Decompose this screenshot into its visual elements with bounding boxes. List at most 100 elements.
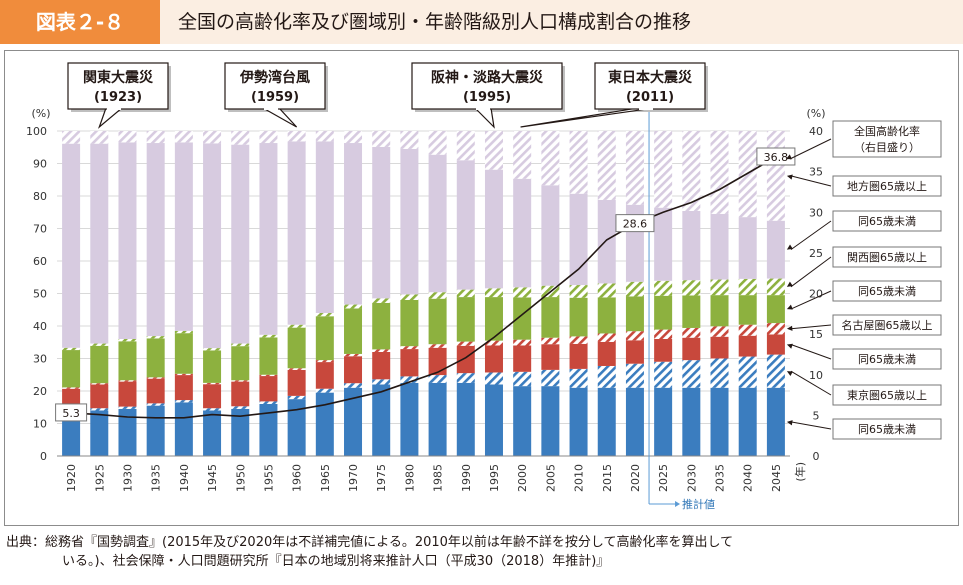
bar-segment: [597, 341, 616, 366]
bar-segment: [400, 382, 419, 456]
legend-label: 名古屋圏65歳以上: [842, 318, 933, 332]
legend-leader-arrowhead: [786, 325, 793, 331]
bar-segment: [315, 141, 334, 313]
projection-label: 推計値: [682, 497, 715, 511]
bar-segment: [682, 295, 701, 328]
legend-label: 同65歳未満: [858, 215, 916, 228]
bar-segment: [203, 408, 222, 411]
bar-segment: [372, 352, 391, 380]
bar-segment: [174, 375, 193, 401]
bars: [62, 131, 785, 456]
bar-segment: [682, 387, 701, 456]
bar-segment: [259, 143, 278, 335]
bar-segment: [174, 131, 193, 143]
bar-segment: [174, 142, 193, 331]
legend-box: [832, 348, 942, 370]
bar-segment: [400, 346, 419, 350]
bar-segment: [90, 131, 109, 144]
legend-box: [832, 246, 942, 268]
bar-segment: [315, 362, 334, 389]
bar-segment: [118, 381, 137, 407]
left-tick-label: 30: [33, 353, 47, 366]
bar-segment: [315, 313, 334, 317]
bar-segment: [231, 381, 250, 407]
bar-segment: [513, 297, 532, 340]
right-tick-label: 25: [809, 247, 823, 260]
bar-segment: [203, 350, 222, 383]
x-tick-label: 1920: [65, 464, 78, 492]
legend-leader-arrowhead: [786, 281, 793, 287]
x-tick-label: 1935: [150, 464, 163, 492]
bar-segment: [513, 371, 532, 387]
bar-segment: [569, 297, 588, 337]
left-tick-label: 40: [33, 320, 47, 333]
bar-segment: [456, 289, 475, 298]
legend-leader-arrowhead: [786, 174, 793, 180]
legend-label: 東京圏65歳以上: [847, 388, 927, 402]
figure-header: 図表２-８ 全国の高齢化率及び圏域別・年齢階級別人口構成割合の推移: [0, 0, 963, 44]
bar-segment: [62, 131, 81, 144]
bar-segment: [146, 403, 165, 406]
bar-segment: [738, 335, 757, 357]
bar-segment: [400, 148, 419, 295]
bar-segment: [344, 383, 363, 388]
bar-segment: [174, 330, 193, 334]
bar-segment: [597, 387, 616, 456]
bar-segment: [287, 324, 306, 328]
x-tick-label: 1980: [403, 464, 416, 492]
bar-segment: [259, 404, 278, 456]
projection-arrowhead: [675, 501, 681, 507]
bar-segment: [90, 384, 109, 409]
bar-segment: [766, 387, 785, 456]
bar-segment: [569, 193, 588, 286]
bar-segment: [625, 340, 644, 364]
bar-segment: [146, 131, 165, 144]
bar-segment: [682, 131, 701, 211]
bar-segment: [597, 365, 616, 388]
callout-year: (2011): [626, 90, 674, 105]
bar-segment: [259, 334, 278, 338]
bar-segment: [90, 345, 109, 384]
bar-segment: [344, 143, 363, 305]
gridlines: [57, 130, 790, 457]
bar-segment: [766, 220, 785, 279]
bar-segment: [287, 368, 306, 370]
bar-segment: [541, 369, 560, 387]
x-tick-label: 1960: [291, 464, 304, 492]
bar-segment: [569, 343, 588, 369]
bar-segment: [654, 207, 673, 281]
bar-segment: [682, 280, 701, 296]
bar-segment: [118, 341, 137, 381]
x-tick-label: 1950: [234, 464, 247, 492]
bar-segment: [654, 329, 673, 339]
bar-segment: [344, 308, 363, 354]
left-tick-label: 100: [26, 125, 47, 138]
legend-leader-arrowhead: [785, 154, 792, 160]
bar-segment: [231, 380, 250, 382]
bar-segment: [259, 337, 278, 375]
callout-tail: [473, 107, 495, 129]
bar-segment: [315, 316, 334, 361]
bar-segment: [90, 343, 109, 346]
legend-leader: [790, 344, 832, 360]
disaster-callout: 阪神・淡路大震災 (1995): [411, 62, 565, 129]
x-tick-label: 2020: [629, 464, 642, 492]
bar-segment: [541, 337, 560, 345]
bar-segment: [315, 392, 334, 456]
disaster-callout: 東日本大震災 (2011): [520, 62, 708, 128]
bar-segment: [203, 382, 222, 385]
bar-segment: [456, 131, 475, 161]
bar-segment: [569, 368, 588, 388]
bar-segment: [428, 347, 447, 376]
bar-segment: [484, 340, 503, 346]
x-tick-label: 2030: [685, 464, 698, 492]
legend-leader: [790, 324, 832, 330]
bar-segment: [344, 353, 363, 357]
bar-segment: [513, 345, 532, 372]
callout-box: [224, 62, 326, 110]
bar-segment: [654, 131, 673, 208]
bar-segment: [456, 373, 475, 383]
aging-rate-line-path: [71, 156, 777, 419]
bar-segment: [174, 400, 193, 403]
disaster-annotations: 関東大震災 (1923) 伊勢湾台風 (1959) 阪神・淡路大震災 (1995) 東日本大…: [67, 62, 708, 129]
